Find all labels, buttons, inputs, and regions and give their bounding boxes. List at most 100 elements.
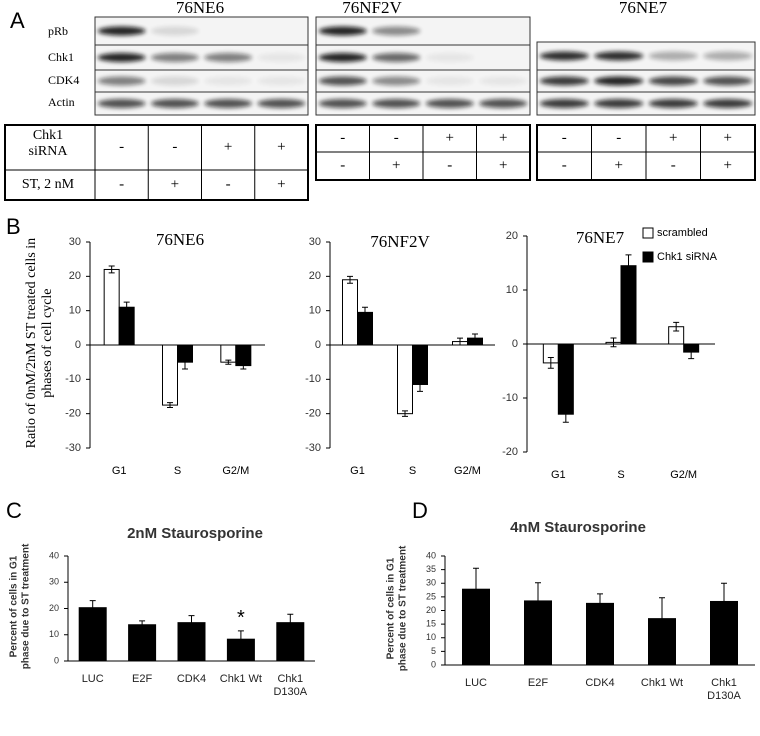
y-tick-label: 10 [426, 632, 436, 642]
y-axis-label: Percent of cells in G1 phase due to ST t… [385, 545, 409, 671]
condition-symbol: - [394, 130, 399, 146]
condition-symbol: - [671, 157, 676, 173]
bar [226, 638, 255, 661]
bar [586, 602, 614, 665]
y-tick-label: 0 [315, 339, 321, 351]
y-tick-label: 0 [54, 655, 59, 665]
y-tick-label: 30 [49, 577, 59, 587]
blot-band [594, 51, 644, 61]
chart-title: 76NE7 [576, 228, 625, 247]
error-bar [123, 301, 130, 313]
blot-band [648, 51, 698, 61]
blot-band [372, 53, 421, 62]
error-bar [188, 615, 195, 630]
chart-title: 76NF2V [370, 232, 430, 251]
error-bar [108, 265, 115, 274]
condition-symbol: + [277, 139, 285, 155]
y-tick-label: -10 [502, 392, 518, 404]
blot-band [150, 99, 199, 108]
blot-strip [536, 91, 756, 116]
error-bar [688, 345, 695, 360]
blot-strip [315, 91, 531, 116]
x-tick-label: S [174, 465, 181, 477]
error-bar [673, 321, 680, 332]
bar [103, 268, 120, 346]
y-tick-label: 5 [431, 646, 436, 656]
y-tick-label: 10 [49, 629, 59, 639]
x-tick-label: G2/M [454, 465, 481, 477]
table-frame [4, 124, 309, 201]
blot-band [539, 51, 589, 61]
blot-band [594, 76, 644, 86]
error-bar [457, 337, 463, 346]
condition-symbol: + [224, 139, 232, 155]
y-tick-label: 30 [69, 236, 81, 248]
y-tick-label: -10 [65, 373, 81, 385]
y-axis-label: Ratio of 0nM/2nM ST treated cells in pha… [23, 237, 55, 449]
legend-swatch [642, 251, 654, 263]
panel-label: D [412, 498, 428, 523]
condition-symbol: + [669, 130, 677, 146]
blot-band [703, 76, 753, 86]
x-tick-label: S [617, 469, 624, 481]
y-tick-label: 20 [49, 603, 59, 613]
error-bar [240, 361, 247, 370]
blot-band [479, 99, 528, 108]
condition-symbol: - [226, 176, 231, 192]
y-tick-label: -10 [305, 373, 321, 385]
annotation: * [237, 607, 245, 629]
condition-symbol: + [446, 130, 454, 146]
condition-symbol: - [447, 157, 452, 173]
error-bar [472, 333, 478, 343]
blot-row-label: CDK4 [48, 73, 79, 87]
cell-line-header: 76NE7 [619, 0, 668, 17]
error-bar [237, 630, 244, 648]
blot-band [318, 76, 367, 86]
blot-strip [94, 91, 309, 116]
condition-symbol: - [616, 130, 621, 146]
y-tick-label: 0 [431, 659, 436, 669]
condition-symbol: + [392, 157, 400, 173]
error-bar [362, 306, 368, 319]
bar [162, 344, 178, 406]
blot-band [97, 99, 146, 108]
y-tick-label: 40 [49, 550, 59, 560]
blot-band [318, 99, 367, 108]
error-bar [610, 337, 617, 348]
y-tick-label: 15 [426, 619, 436, 629]
blot-band [372, 26, 421, 36]
blot-row-label: pRb [48, 24, 68, 38]
condition-symbol: + [615, 157, 623, 173]
blot-band [539, 99, 589, 108]
error-bar [562, 405, 569, 423]
error-bar [89, 600, 96, 615]
blot-band [150, 26, 199, 36]
blot-band [539, 76, 589, 86]
panel-label: C [6, 498, 22, 523]
x-tick-label: CDK4 [176, 673, 207, 685]
y-tick-label: -30 [305, 442, 321, 454]
panel-label: A [10, 8, 25, 33]
blot-band [703, 99, 753, 108]
condition-symbol: - [119, 176, 124, 192]
x-tick-label: LUC [81, 673, 104, 685]
y-tick-label: 40 [426, 550, 436, 560]
condition-symbol: - [119, 139, 124, 155]
blot-band [425, 99, 474, 108]
bar [620, 265, 637, 345]
y-tick-label: 30 [309, 236, 321, 248]
y-tick-label: 0 [75, 339, 81, 351]
legend-label: Chk1 siRNA [657, 251, 718, 263]
bar [220, 344, 237, 363]
blot-band [318, 53, 367, 62]
x-tick-label: LUC [464, 677, 487, 689]
blot-band [372, 99, 421, 108]
blot-row-label: Actin [48, 95, 75, 109]
condition-symbol: - [340, 157, 345, 173]
blot-band [257, 76, 306, 86]
y-tick-label: 30 [426, 578, 436, 588]
y-axis-label: Percent of cells in G1 phase due to ST t… [8, 543, 32, 669]
x-tick-label: G2/M [222, 465, 249, 477]
blot-band [425, 53, 474, 62]
